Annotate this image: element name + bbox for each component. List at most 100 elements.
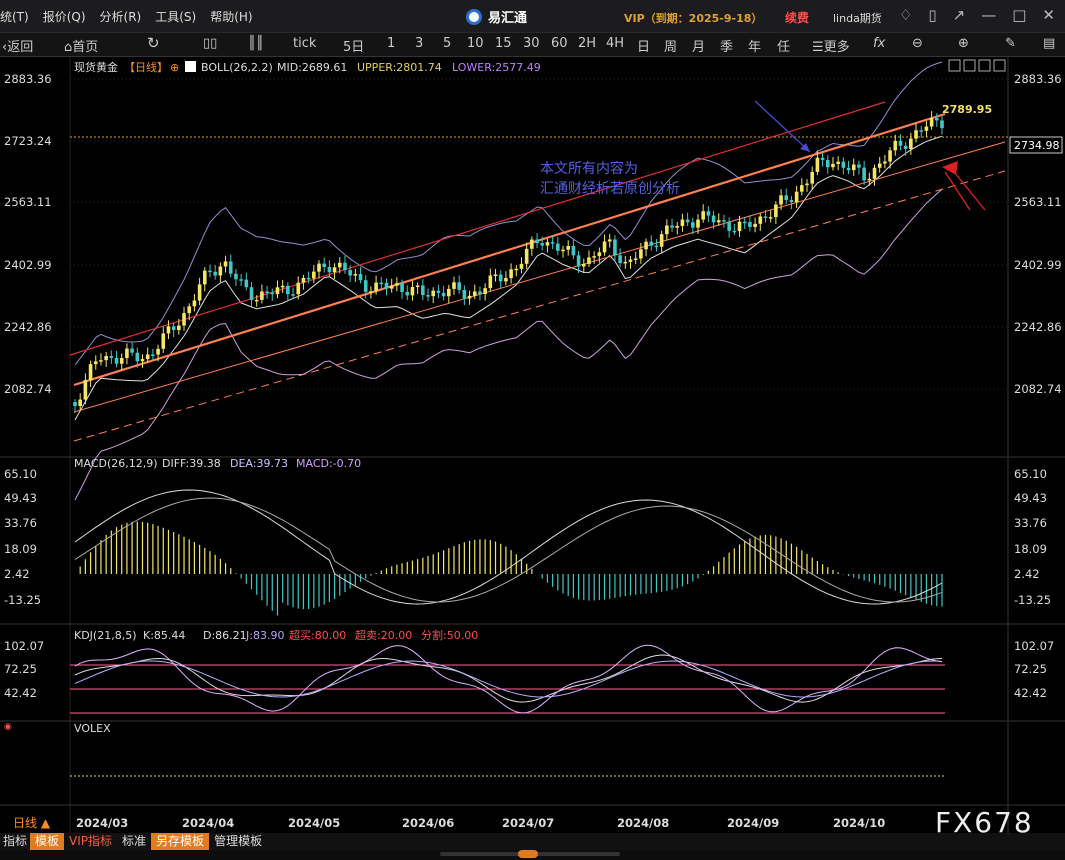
tab-vip-indicator[interactable]: VIP指标 [69, 834, 113, 848]
period-year[interactable]: 年 [748, 40, 762, 55]
user-name[interactable]: linda期货 [833, 12, 882, 25]
candle-body [680, 219, 685, 226]
bell-icon[interactable]: ♢ [898, 6, 913, 24]
period-30[interactable]: 30 [523, 36, 540, 51]
menu-help[interactable]: 帮助(H) [210, 10, 253, 24]
period-5d[interactable]: 5日 [343, 40, 365, 55]
candle-body [670, 225, 674, 228]
candle-body [841, 161, 846, 168]
boll-lower: LOWER:2577.49 [452, 61, 541, 74]
shirt-icon[interactable]: ▯ [928, 6, 937, 24]
candle-body [753, 223, 757, 227]
candle-body [857, 164, 861, 168]
macd-label-right: 33.76 [1014, 516, 1047, 530]
period-4h[interactable]: 4H [606, 36, 625, 51]
ruler-icon[interactable]: ▤ [1043, 36, 1056, 51]
period-3[interactable]: 3 [415, 36, 424, 51]
add-indicator-icon[interactable]: ⊕ [170, 61, 179, 74]
candle-body [831, 163, 835, 168]
period-5[interactable]: 5 [443, 36, 452, 51]
candle-body [623, 261, 628, 264]
kdj-overbought: 超买:80.00 [289, 628, 346, 642]
candle-body [768, 217, 773, 219]
candle-body [223, 261, 228, 267]
formula-icon[interactable]: fx [873, 36, 886, 51]
candle-body [535, 239, 539, 244]
tab-indicator[interactable]: 指标 [3, 834, 28, 848]
period-1[interactable]: 1 [387, 36, 396, 51]
menu-system[interactable]: 统(T) [0, 10, 29, 24]
candle-body [909, 138, 913, 149]
candle-body [415, 285, 420, 288]
candlesticks [73, 111, 944, 413]
more-label: 更多 [823, 40, 850, 55]
candle-body [260, 291, 264, 300]
minimize-icon[interactable]: — [981, 6, 997, 24]
candle-body [628, 259, 633, 262]
candle-body [722, 220, 726, 222]
period-month[interactable]: 月 [692, 40, 706, 55]
boll-switch-icon[interactable] [185, 61, 196, 72]
candle-body [384, 282, 389, 289]
period-2h[interactable]: 2H [578, 36, 597, 51]
kdj-j: J:83.90 [245, 629, 284, 642]
price-label-right: 2082.74 [1014, 382, 1062, 396]
panel-controls[interactable] [948, 59, 1006, 72]
candle-body [353, 274, 358, 276]
chart-canvas[interactable]: 现货黄金 【日线】 ⊕ BOLL(26,2.2) MID:2689.61 UPP… [0, 57, 1065, 833]
period-indicator[interactable]: 日线 ▲ [13, 816, 51, 830]
candle-body [405, 292, 410, 296]
trend-line-lower[interactable] [73, 170, 1006, 442]
period-custom[interactable]: 任 [777, 40, 791, 55]
candle-body [421, 285, 425, 296]
candle-body [940, 120, 944, 129]
home-button[interactable]: ⌂首页 [64, 40, 99, 55]
period-week[interactable]: 周 [664, 40, 678, 55]
period-quarter[interactable]: 季 [720, 40, 734, 55]
candle-body [613, 239, 617, 256]
candle-body [337, 262, 342, 268]
candle-body [509, 269, 513, 279]
candle-body [893, 140, 898, 151]
x-axis-label: 2024/07 [502, 816, 554, 830]
tab-standard[interactable]: 标准 [122, 834, 147, 848]
period-60[interactable]: 60 [551, 36, 568, 51]
candle-body [182, 313, 186, 326]
tab-template[interactable]: 模板 [30, 833, 65, 850]
trend-line-main[interactable] [73, 112, 946, 387]
period-day[interactable]: 日 [637, 40, 651, 55]
candle-body [228, 261, 233, 274]
x-axis-label: 2024/09 [727, 816, 779, 830]
period-10[interactable]: 10 [467, 36, 484, 51]
trend-line-mid[interactable] [73, 141, 1006, 413]
period-15[interactable]: 15 [495, 36, 512, 51]
candle-body [446, 288, 451, 297]
chart-type-icon[interactable]: ▯▯ [203, 36, 218, 51]
tab-save-template[interactable]: 另存模板 [151, 833, 210, 850]
restore-icon[interactable]: ↗ [952, 6, 966, 24]
menu-analysis[interactable]: 分析(R) [99, 10, 142, 24]
candle-body [696, 219, 700, 228]
panel-toggle-icon[interactable]: ◉ [4, 722, 12, 732]
menu-tools[interactable]: 工具(S) [155, 10, 197, 24]
tab-manage-template[interactable]: 管理模板 [214, 834, 263, 848]
macd-diff-line [74, 489, 943, 605]
annotation-arrow-blue [754, 100, 811, 153]
draw-pen-icon[interactable]: ✎ [1005, 36, 1016, 51]
tick-button[interactable]: tick [293, 36, 317, 51]
zoom-in-icon[interactable]: ⊕ [958, 36, 969, 51]
close-icon[interactable]: ✕ [1042, 6, 1055, 24]
renew-link[interactable]: 续费 [785, 11, 810, 25]
refresh-icon[interactable]: ↻ [147, 34, 160, 52]
back-button[interactable]: ‹返回 [2, 40, 34, 55]
zoom-out-icon[interactable]: ⊖ [912, 36, 923, 51]
macd-label-right: 49.43 [1014, 491, 1047, 505]
price-label-right: 2883.36 [1014, 72, 1062, 86]
maximize-icon[interactable]: □ [1012, 6, 1027, 24]
boll-mid: MID:2689.61 [277, 61, 347, 74]
menu-quote[interactable]: 报价(Q) [42, 10, 86, 24]
more-button[interactable]: ☰更多 [812, 40, 850, 55]
candle-icon[interactable]: ║║ [248, 36, 264, 51]
trend-line-upper[interactable] [69, 101, 886, 356]
bottom-tabs: 指标 模板 VIP指标 标准 另存模板 管理模板 [0, 833, 267, 850]
